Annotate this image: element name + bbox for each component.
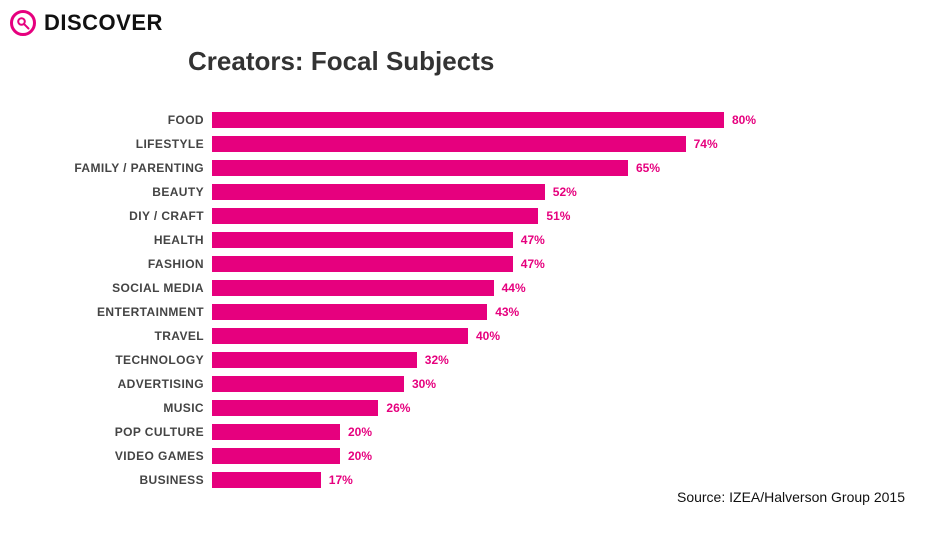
value-label: 26% bbox=[386, 401, 410, 415]
bar-wrap: 47% bbox=[212, 256, 880, 272]
category-label: TECHNOLOGY bbox=[0, 353, 212, 367]
bar-row: FOOD 80% bbox=[0, 108, 880, 132]
bar bbox=[212, 472, 321, 488]
value-label: 74% bbox=[694, 137, 718, 151]
bar-wrap: 44% bbox=[212, 280, 880, 296]
bar bbox=[212, 184, 545, 200]
bar-row: HEALTH 47% bbox=[0, 228, 880, 252]
logo-text: DISCOVER bbox=[44, 10, 163, 36]
bar bbox=[212, 424, 340, 440]
value-label: 47% bbox=[521, 233, 545, 247]
bar-wrap: 32% bbox=[212, 352, 880, 368]
bar bbox=[212, 280, 494, 296]
bar bbox=[212, 160, 628, 176]
value-label: 40% bbox=[476, 329, 500, 343]
value-label: 51% bbox=[546, 209, 570, 223]
category-label: ADVERTISING bbox=[0, 377, 212, 391]
value-label: 52% bbox=[553, 185, 577, 199]
category-label: HEALTH bbox=[0, 233, 212, 247]
bar bbox=[212, 232, 513, 248]
category-label: ENTERTAINMENT bbox=[0, 305, 212, 319]
bar-wrap: 47% bbox=[212, 232, 880, 248]
category-label: BUSINESS bbox=[0, 473, 212, 487]
bar-wrap: 43% bbox=[212, 304, 880, 320]
bar-wrap: 17% bbox=[212, 472, 880, 488]
value-label: 43% bbox=[495, 305, 519, 319]
bar bbox=[212, 448, 340, 464]
bar-row: ADVERTISING 30% bbox=[0, 372, 880, 396]
logo: DISCOVER bbox=[10, 10, 163, 36]
value-label: 32% bbox=[425, 353, 449, 367]
bar-wrap: 40% bbox=[212, 328, 880, 344]
category-label: SOCIAL MEDIA bbox=[0, 281, 212, 295]
category-label: DIY / CRAFT bbox=[0, 209, 212, 223]
bar bbox=[212, 112, 724, 128]
category-label: FASHION bbox=[0, 257, 212, 271]
category-label: LIFESTYLE bbox=[0, 137, 212, 151]
search-icon bbox=[10, 10, 36, 36]
value-label: 17% bbox=[329, 473, 353, 487]
category-label: FAMILY / PARENTING bbox=[0, 161, 212, 175]
bar-wrap: 20% bbox=[212, 448, 880, 464]
bar-wrap: 51% bbox=[212, 208, 880, 224]
page: DISCOVER Creators: Focal Subjects FOOD 80… bbox=[0, 0, 933, 535]
bar bbox=[212, 328, 468, 344]
bar-wrap: 65% bbox=[212, 160, 880, 176]
bar bbox=[212, 400, 378, 416]
value-label: 20% bbox=[348, 425, 372, 439]
bar-wrap: 20% bbox=[212, 424, 880, 440]
value-label: 30% bbox=[412, 377, 436, 391]
bar bbox=[212, 136, 686, 152]
value-label: 80% bbox=[732, 113, 756, 127]
bar-wrap: 26% bbox=[212, 400, 880, 416]
bar-row: VIDEO GAMES 20% bbox=[0, 444, 880, 468]
bar-chart: FOOD 80% LIFESTYLE 74% FAMILY / PARENTING 65%… bbox=[0, 108, 880, 492]
bar-row: SOCIAL MEDIA 44% bbox=[0, 276, 880, 300]
bar-wrap: 74% bbox=[212, 136, 880, 152]
source-text: Source: IZEA/Halverson Group 2015 bbox=[677, 489, 905, 505]
bar bbox=[212, 304, 487, 320]
value-label: 44% bbox=[502, 281, 526, 295]
bar bbox=[212, 376, 404, 392]
bar-row: BEAUTY 52% bbox=[0, 180, 880, 204]
category-label: POP CULTURE bbox=[0, 425, 212, 439]
value-label: 20% bbox=[348, 449, 372, 463]
category-label: TRAVEL bbox=[0, 329, 212, 343]
bar-row: FASHION 47% bbox=[0, 252, 880, 276]
bar-row: MUSIC 26% bbox=[0, 396, 880, 420]
bar bbox=[212, 208, 538, 224]
bar-wrap: 30% bbox=[212, 376, 880, 392]
bar-wrap: 80% bbox=[212, 112, 880, 128]
bar bbox=[212, 352, 417, 368]
bar-row: LIFESTYLE 74% bbox=[0, 132, 880, 156]
bar-row: POP CULTURE 20% bbox=[0, 420, 880, 444]
bar-wrap: 52% bbox=[212, 184, 880, 200]
bar-row: FAMILY / PARENTING 65% bbox=[0, 156, 880, 180]
value-label: 65% bbox=[636, 161, 660, 175]
value-label: 47% bbox=[521, 257, 545, 271]
category-label: MUSIC bbox=[0, 401, 212, 415]
category-label: BEAUTY bbox=[0, 185, 212, 199]
category-label: FOOD bbox=[0, 113, 212, 127]
bar-row: TECHNOLOGY 32% bbox=[0, 348, 880, 372]
bar-row: DIY / CRAFT 51% bbox=[0, 204, 880, 228]
bar-row: ENTERTAINMENT 43% bbox=[0, 300, 880, 324]
bar bbox=[212, 256, 513, 272]
chart-title: Creators: Focal Subjects bbox=[188, 46, 494, 77]
category-label: VIDEO GAMES bbox=[0, 449, 212, 463]
bar-row: TRAVEL 40% bbox=[0, 324, 880, 348]
